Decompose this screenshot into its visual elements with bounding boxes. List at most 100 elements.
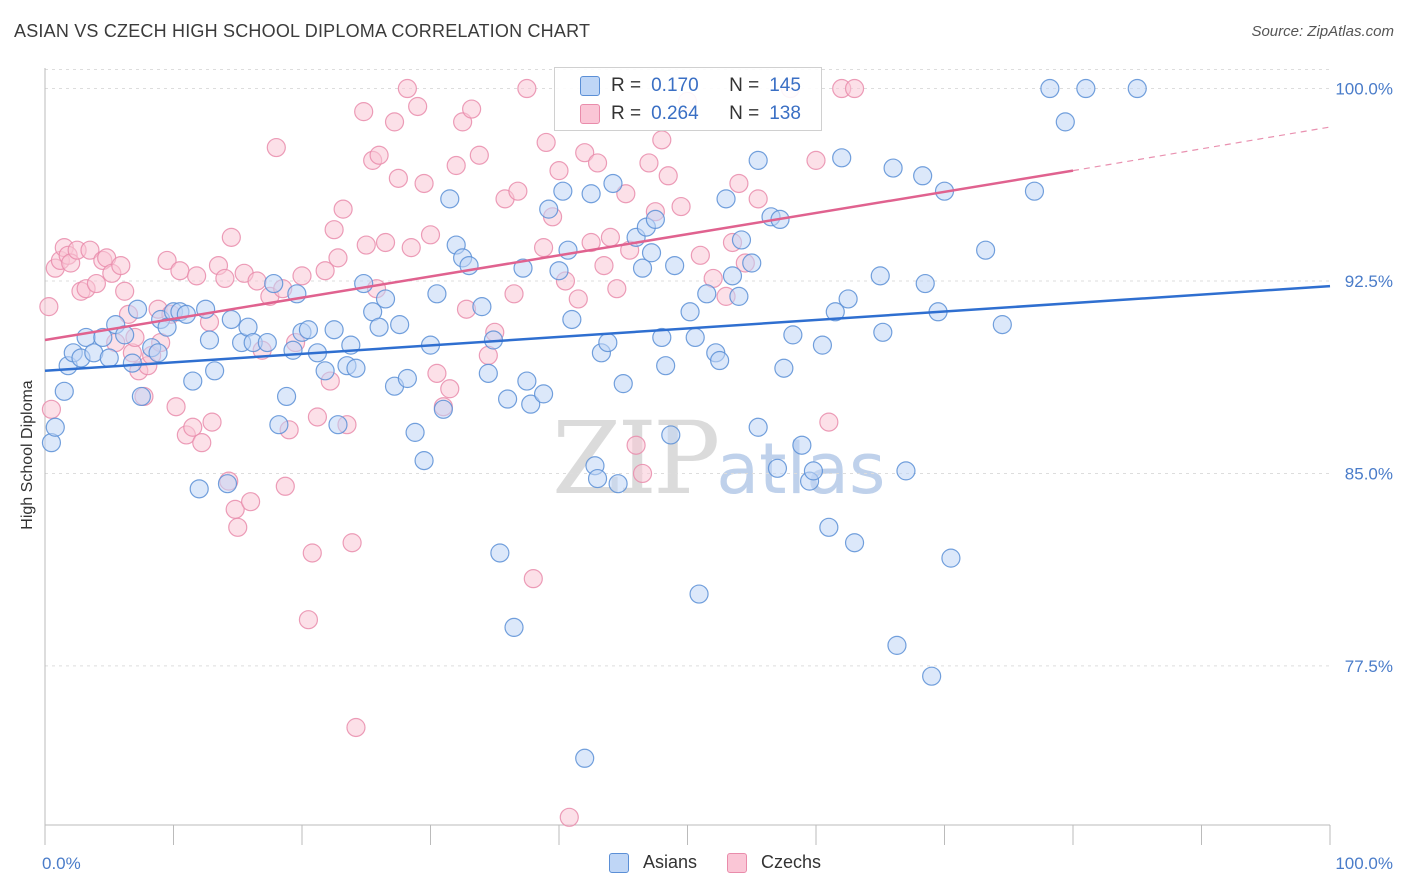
asian-point	[1076, 78, 1096, 99]
asian-point	[652, 327, 672, 348]
czech-point	[671, 196, 691, 217]
asian-point	[354, 273, 374, 294]
tick-labels: 100.0% 92.5% 85.0% 77.5% 0.0% 100.0%	[42, 80, 1393, 873]
asian-point	[375, 289, 396, 309]
czech-point	[600, 227, 621, 247]
asian-point	[369, 317, 389, 337]
asian-point	[405, 422, 425, 442]
asian-point	[513, 258, 533, 278]
x-tick-label: 100.0%	[1335, 854, 1393, 873]
czechs-n-value: 138	[769, 103, 801, 124]
asian-point	[873, 322, 893, 342]
gridlines	[45, 69, 1330, 667]
asian-point	[844, 533, 865, 553]
czech-point	[86, 273, 107, 294]
czech-point	[587, 153, 608, 173]
czech-point	[166, 397, 186, 417]
czech-point	[658, 166, 678, 186]
asian-point	[685, 327, 705, 348]
czech-point	[523, 569, 543, 589]
asian-point	[414, 451, 434, 471]
asian-point	[941, 548, 961, 568]
asian-point	[539, 199, 559, 219]
chart-title: ASIAN VS CZECH HIGH SCHOOL DIPLOMA CORRE…	[14, 21, 591, 41]
asian-point	[697, 284, 717, 304]
asian-point	[613, 374, 633, 394]
watermark: ZIPatlas	[552, 400, 885, 517]
asian-point	[131, 386, 151, 407]
asian-point	[127, 299, 148, 319]
asian-point	[665, 255, 685, 276]
czech-point	[729, 173, 749, 194]
legend-swatch-asians	[609, 852, 629, 873]
czech-point	[187, 266, 207, 286]
asian-point	[716, 189, 736, 209]
czech-point	[39, 297, 59, 317]
asian-point	[390, 315, 410, 335]
asian-point	[221, 309, 241, 330]
czechs-trend-line	[44, 169, 1074, 342]
asian-point	[298, 320, 319, 340]
asian-point	[581, 184, 601, 204]
asian-point	[472, 297, 492, 317]
czech-point	[342, 533, 362, 553]
asian-point	[575, 748, 595, 768]
stats-row-czechs: R = 0.264 N = 138	[580, 102, 801, 126]
czech-point	[616, 184, 636, 204]
asian-point	[276, 386, 297, 407]
asian-point	[976, 240, 996, 260]
asian-point	[748, 417, 768, 437]
asian-point	[549, 261, 569, 281]
asians-n-label: N =	[729, 75, 760, 96]
asian-point	[767, 458, 788, 478]
czech-point	[354, 102, 374, 122]
asian-point	[397, 368, 417, 389]
czech-point	[328, 248, 348, 268]
asian-point	[729, 286, 749, 306]
asian-point	[176, 304, 196, 324]
czech-point	[384, 112, 405, 132]
legend-item-czechs[interactable]: Czechs	[727, 852, 821, 873]
asian-point	[992, 315, 1012, 335]
czech-point	[247, 271, 267, 291]
asian-point	[93, 327, 113, 348]
czech-point	[652, 130, 672, 150]
legend-item-asians[interactable]: Asians	[609, 852, 697, 873]
czech-point	[192, 433, 212, 453]
asian-point	[598, 332, 618, 353]
czech-point	[819, 412, 839, 432]
czechs-points	[39, 78, 865, 827]
asian-point	[440, 189, 460, 209]
asian-point	[562, 309, 582, 330]
asian-point	[498, 389, 518, 409]
czech-point	[533, 238, 554, 258]
asians-r-label: R =	[611, 75, 642, 96]
czech-point	[115, 281, 135, 301]
asian-point	[99, 348, 119, 368]
czech-point	[202, 412, 222, 432]
asian-point	[217, 474, 238, 494]
y-tick-label: 77.5%	[1345, 657, 1393, 676]
czech-point	[41, 399, 62, 419]
czech-point	[632, 463, 653, 484]
czech-point	[157, 250, 177, 271]
asian-point	[689, 584, 709, 604]
axes	[44, 68, 1331, 845]
asian-point	[915, 273, 935, 294]
czech-point	[170, 261, 190, 281]
x-tick-label: 0.0%	[42, 854, 81, 873]
czech-point	[324, 220, 344, 240]
asian-point	[838, 289, 858, 309]
asian-point	[1040, 78, 1060, 99]
asians-swatch	[580, 76, 600, 96]
asian-point	[433, 399, 453, 419]
czech-point	[228, 517, 248, 537]
czechs-swatch	[580, 104, 600, 124]
czech-point	[559, 807, 579, 827]
y-tick-label: 92.5%	[1345, 272, 1393, 291]
asian-point	[264, 273, 284, 294]
asian-point	[742, 253, 762, 273]
asians-n-value: 145	[769, 75, 801, 96]
asian-point	[680, 302, 700, 322]
